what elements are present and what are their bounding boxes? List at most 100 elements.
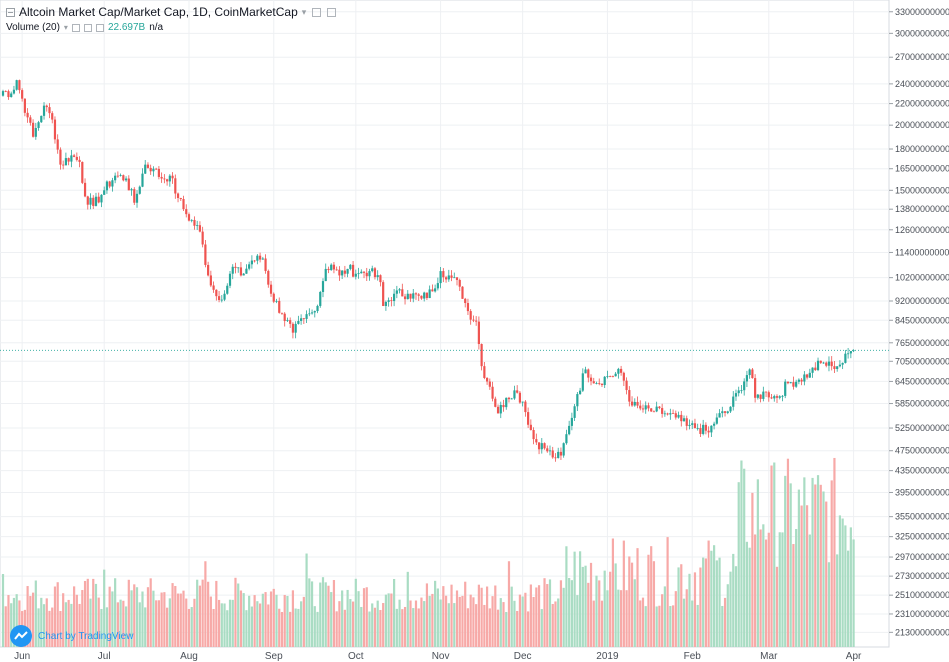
volume-bar (811, 477, 814, 647)
candle-body (289, 320, 292, 324)
volume-bar (4, 606, 7, 647)
candle-body (578, 390, 582, 395)
volume-bar (373, 607, 377, 647)
volume-bar (10, 603, 13, 647)
candle-body (767, 392, 770, 398)
candle-body (190, 219, 193, 221)
volume-bar (822, 491, 825, 647)
volume-bar (570, 580, 573, 647)
volume-bar (756, 479, 759, 647)
volume-bar (827, 562, 831, 647)
candle-body (565, 434, 568, 444)
candle-body (144, 164, 147, 174)
candle-body (341, 270, 344, 276)
candle-body (420, 295, 423, 299)
volume-bar (280, 611, 284, 647)
volume-bar (661, 594, 664, 647)
volume-bar (770, 465, 773, 647)
candle-body (466, 303, 470, 312)
volume-bar (693, 572, 697, 647)
volume-bar (253, 595, 256, 647)
chevron-down-icon[interactable]: ▾ (301, 6, 307, 17)
chart-legend: Altcoin Market Cap/Market Cap, 1D, CoinM… (6, 5, 337, 19)
volume-bar (652, 561, 656, 647)
candle-body (349, 264, 352, 269)
price-tick-label: 21300000000 (895, 627, 949, 637)
volume-bar (174, 585, 177, 647)
close-icon[interactable] (95, 23, 104, 32)
candle-body (636, 401, 639, 406)
price-tick-label: 84500000000 (895, 315, 949, 325)
candle-body (557, 451, 560, 458)
volume-bar (464, 581, 467, 647)
volume-bar (554, 601, 557, 647)
candle-body (704, 424, 707, 431)
tradingview-watermark[interactable]: Chart by TradingView (10, 625, 133, 647)
volume-bar (444, 595, 448, 647)
candle-body (272, 293, 275, 302)
volume-bar (127, 579, 130, 647)
candle-body (614, 373, 617, 377)
volume-bar (507, 561, 511, 647)
volume-bar (51, 607, 54, 647)
eye-icon[interactable] (71, 23, 80, 32)
candle-body (685, 418, 688, 426)
candle-body (97, 196, 100, 203)
volume-bar (529, 584, 532, 647)
price-tick-label: 52500000000 (895, 423, 949, 433)
candle-body (819, 360, 822, 363)
volume-bar (319, 582, 322, 647)
candle-body (138, 186, 141, 194)
volume-bar (425, 583, 429, 647)
price-tick-label: 92000000000 (895, 296, 949, 306)
price-tick-label: 330000000000 (895, 7, 949, 17)
close-icon[interactable] (327, 7, 337, 17)
candle-body (414, 293, 418, 295)
settings-icon[interactable] (83, 23, 92, 32)
candle-body (155, 168, 158, 170)
candle-body (1, 91, 5, 96)
volume-bar (228, 599, 232, 647)
volume-bar (483, 604, 486, 647)
volume-bar (453, 603, 456, 647)
volume-bar (398, 599, 401, 647)
volume-bar (589, 562, 593, 647)
candle-body (529, 424, 532, 430)
volume-bar (609, 571, 612, 647)
candle-body (513, 390, 516, 399)
time-tick-label: Apr (846, 651, 862, 662)
volume-label: Volume (20) (6, 22, 60, 33)
volume-bar (141, 591, 144, 647)
candle-body (726, 411, 729, 413)
settings-icon[interactable] (312, 7, 322, 17)
collapse-icon[interactable] (6, 7, 15, 17)
candle-body (546, 448, 549, 452)
volume-bar (622, 540, 625, 647)
volume-bar (275, 594, 278, 647)
candle-body (434, 288, 437, 292)
volume-bar (606, 590, 609, 647)
candle-body (464, 298, 467, 304)
candle-body (732, 396, 735, 407)
volume-bar (584, 565, 587, 647)
candle-body (475, 320, 478, 322)
chevron-down-icon[interactable]: ▾ (63, 23, 68, 32)
candle-body (373, 268, 377, 278)
volume-bar (540, 609, 543, 647)
candle-body (297, 320, 300, 324)
candle-body (21, 90, 24, 99)
candle-body (693, 423, 697, 429)
candle-body (600, 383, 604, 386)
candle-body (775, 396, 779, 398)
candle-body (762, 391, 765, 399)
candle-body (18, 80, 21, 91)
volume-bar (406, 571, 409, 647)
volume-bar (256, 601, 259, 647)
volume-bar (152, 590, 155, 647)
candle-body (532, 429, 535, 440)
volume-bar (105, 607, 109, 647)
volume-bar (743, 468, 746, 647)
candle-body (625, 380, 628, 391)
